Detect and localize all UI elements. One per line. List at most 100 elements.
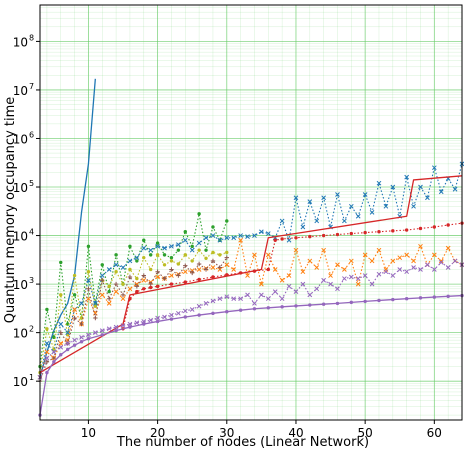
data-point	[155, 319, 160, 324]
data-point	[204, 248, 208, 252]
data-point	[155, 243, 160, 249]
y-tick-exponent: 5	[29, 179, 34, 188]
data-point	[348, 274, 354, 280]
data-point	[162, 245, 167, 251]
data-point	[362, 252, 368, 258]
data-point	[300, 281, 306, 287]
data-point	[113, 324, 119, 330]
data-point	[176, 242, 181, 247]
y-tick-exponent: 6	[29, 130, 34, 139]
data-point	[44, 359, 50, 365]
data-point	[99, 292, 105, 298]
data-point	[86, 332, 91, 338]
data-point	[141, 277, 147, 283]
series-olive-dotted	[38, 248, 229, 375]
y-tick-exponent: 2	[29, 325, 34, 334]
data-point	[224, 255, 229, 260]
data-point	[321, 233, 326, 238]
data-point	[211, 250, 215, 255]
data-point	[120, 323, 126, 328]
data-point	[45, 327, 49, 331]
data-point	[182, 269, 188, 275]
data-point	[106, 301, 112, 306]
data-point	[314, 218, 320, 224]
data-point	[432, 225, 437, 229]
series-line	[39, 239, 463, 378]
data-point	[349, 231, 354, 236]
x-axis-ticks: 10 20 30 40 50 60	[81, 420, 442, 440]
data-point	[58, 330, 63, 335]
data-point	[231, 235, 237, 241]
data-point	[265, 231, 271, 236]
data-point	[218, 253, 222, 257]
data-point	[321, 247, 326, 253]
data-point	[293, 247, 299, 253]
data-point	[155, 269, 160, 274]
data-point	[314, 265, 320, 270]
data-point	[279, 296, 285, 302]
data-point	[120, 265, 126, 270]
data-point	[321, 277, 326, 283]
data-point	[397, 267, 403, 272]
data-point	[252, 307, 257, 311]
data-point	[176, 262, 181, 266]
data-point	[203, 235, 209, 241]
data-point	[225, 273, 229, 277]
data-point	[127, 274, 133, 280]
data-point	[300, 224, 306, 230]
data-point	[391, 229, 395, 233]
data-point	[245, 234, 250, 239]
data-point	[307, 199, 313, 204]
data-point	[238, 308, 243, 312]
data-point	[59, 353, 63, 357]
data-point	[259, 292, 264, 298]
data-point	[355, 276, 361, 281]
data-point	[342, 276, 347, 281]
data-point	[425, 195, 430, 201]
data-point	[383, 269, 389, 275]
data-point	[183, 280, 187, 284]
data-point	[128, 297, 132, 301]
data-point	[86, 286, 91, 291]
data-point	[169, 243, 174, 249]
data-point	[225, 250, 229, 255]
data-point	[190, 244, 194, 249]
data-point	[86, 244, 91, 249]
data-point	[162, 263, 167, 267]
data-point	[169, 312, 174, 318]
data-point	[197, 277, 201, 282]
data-point	[148, 317, 154, 323]
series-blue-dotted	[37, 161, 464, 380]
data-point	[286, 237, 292, 243]
y-tick-label: 10	[13, 375, 28, 389]
data-point	[404, 252, 410, 258]
data-point	[362, 273, 368, 278]
data-point	[308, 234, 312, 239]
data-point	[300, 269, 306, 275]
data-point	[196, 261, 202, 267]
data-point	[183, 315, 187, 319]
data-point	[148, 281, 153, 287]
data-point	[99, 273, 105, 278]
data-point	[348, 203, 354, 209]
y-tick-label: 10	[13, 84, 28, 98]
data-point	[210, 298, 216, 304]
data-point	[348, 258, 354, 264]
data-point	[335, 301, 340, 306]
data-point	[65, 341, 71, 346]
data-point	[128, 325, 132, 329]
data-point	[155, 274, 160, 280]
data-point	[321, 302, 326, 306]
data-point	[224, 294, 230, 300]
data-point	[294, 304, 298, 308]
data-point	[169, 267, 174, 272]
data-point	[142, 238, 146, 242]
data-point	[135, 259, 139, 263]
data-point	[114, 253, 118, 257]
data-point	[51, 349, 57, 355]
data-point	[404, 297, 409, 301]
data-point	[72, 273, 77, 278]
data-point	[431, 165, 437, 171]
data-point	[231, 296, 237, 302]
